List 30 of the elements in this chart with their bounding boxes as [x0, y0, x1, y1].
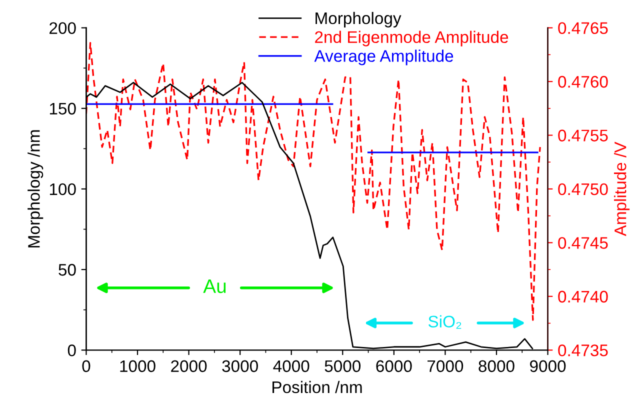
x-tick-label: 8000 — [478, 360, 514, 372]
x-tick-label: 6000 — [376, 360, 412, 372]
x-tick-label: 7000 — [428, 360, 464, 372]
x-axis-title: Position /nm — [272, 380, 362, 394]
x-tick-label: 3000 — [222, 360, 258, 372]
legend-label: Average Amplitude — [314, 50, 454, 66]
y2-tick-label: 0.4745 — [558, 237, 608, 249]
y2-axis-title: Amplitude /V — [614, 142, 630, 236]
x-tick-label: 2000 — [171, 360, 207, 372]
annotation: Au — [203, 280, 226, 294]
x-tick-label: 4000 — [273, 360, 310, 372]
x-tick-label: 0 — [82, 360, 90, 372]
legend-label: 2nd Eigenmode Amplitude — [315, 30, 508, 46]
y-tick-label: 150 — [50, 102, 76, 115]
x-tick-label: 5000 — [324, 360, 361, 372]
y2-tick-label: 0.4765 — [558, 22, 608, 34]
y-tick-label: 100 — [50, 183, 76, 196]
y-tick-label: 200 — [50, 22, 76, 34]
y2-tick-label: 0.4740 — [558, 290, 608, 303]
x-tick-label: 9000 — [530, 360, 566, 372]
y2-tick-label: 0.4735 — [558, 344, 608, 356]
y2-tick-label: 0.4760 — [558, 76, 608, 88]
y2-tick-label: 0.4750 — [558, 183, 608, 196]
y-axis-title: Morphology /nm — [28, 130, 44, 248]
y-tick-label: 50 — [58, 264, 76, 276]
x-tick-label: 1000 — [120, 360, 156, 372]
annotation: SiO₂ — [428, 315, 462, 329]
y-tick-label: 0 — [68, 344, 76, 356]
y2-tick-label: 0.4755 — [558, 130, 608, 142]
legend-label: Morphology — [316, 12, 402, 28]
